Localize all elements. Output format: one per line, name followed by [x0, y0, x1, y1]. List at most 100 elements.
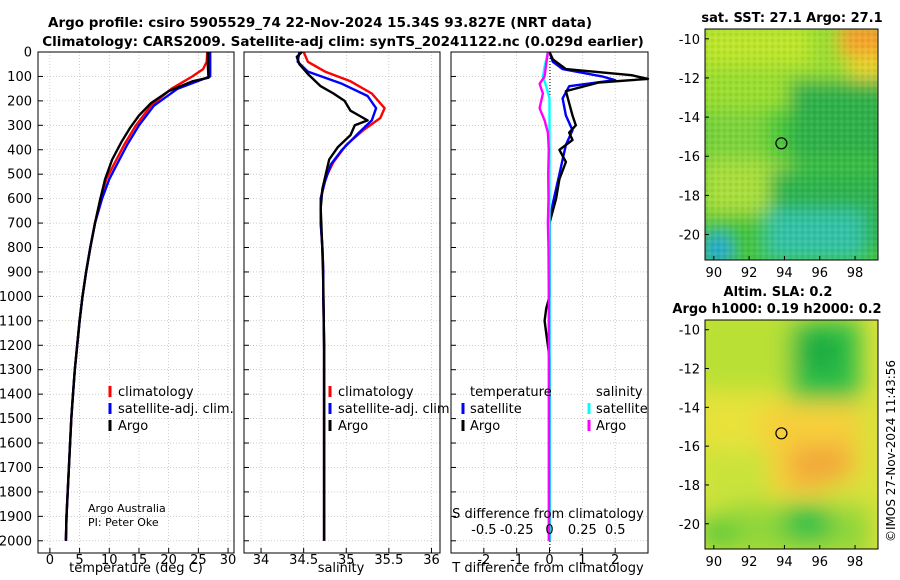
salinity-panel: 34 34.5 35 35.5 36 salinity climatology sate… [243, 51, 454, 576]
s-tick-label: 0 [545, 523, 553, 538]
map-y-tick-label: -10 [679, 324, 700, 339]
x-tick-label: 2 [611, 553, 619, 568]
depth-tick-label: 1500 [0, 412, 32, 427]
map-x-tick-label: 96 [811, 266, 828, 281]
legend-argo-label: Argo [338, 419, 368, 434]
map-y-tick-label: -10 [679, 33, 700, 48]
depth-tick-label: 200 [7, 94, 32, 109]
depth-tick-label: 1700 [0, 461, 32, 476]
difference-panel: -2 -1 0 1 2 -0.5 -0.25 0 0.25 0.5 S difference f… [450, 51, 650, 576]
s-tick-label: -0.5 [471, 523, 496, 538]
depth-tick-label: 0 [24, 46, 32, 61]
legend-satellite-label: satellite-adj. clim. [118, 402, 234, 417]
series-t-argo [543, 51, 650, 541]
x-tick-label: 10 [101, 553, 118, 568]
sla-map-axes: 90 92 94 96 98 -10 -12 -14 -16 -18 -20 [679, 324, 864, 570]
s-tick-label: 0.25 [568, 523, 597, 538]
t-difference-x-axis: -2 -1 0 1 2 [451, 51, 619, 568]
legend-argo-label: Argo [118, 419, 148, 434]
depth-tick-label: 1000 [0, 290, 32, 305]
depth-tick-label: 1200 [0, 339, 32, 354]
t-difference-xlabel: T difference from climatology [451, 561, 644, 576]
map-x-tick-label: 90 [706, 266, 723, 281]
map-x-tick-label: 98 [847, 555, 864, 570]
depth-tick-label: 1100 [0, 314, 32, 329]
x-tick-label: 34.5 [289, 553, 318, 568]
salinity-grid [244, 51, 440, 553]
s-difference-label: S difference from climatology [452, 507, 644, 522]
depth-tick-label: 1300 [0, 363, 32, 378]
temperature-xlabel: temperature (deg C) [69, 561, 203, 576]
x-tick-label: 0 [545, 553, 553, 568]
x-tick-label: 35.5 [374, 553, 403, 568]
s-difference-axis: -0.5 -0.25 0 0.25 0.5 [471, 523, 625, 538]
series-argo [64, 52, 210, 541]
temperature-grid [38, 51, 234, 553]
salinity-legend: climatology satellite-adj. clim. Argo [328, 385, 454, 434]
sla-map-image [705, 320, 878, 549]
sst-float-marker [775, 137, 788, 150]
x-tick-label: 36 [423, 553, 440, 568]
map-x-tick-label: 98 [847, 266, 864, 281]
x-tick-label: 15 [131, 553, 148, 568]
sla-float-marker [775, 427, 788, 440]
salinity-x-axis: 34 34.5 35 35.5 36 [244, 51, 440, 568]
x-tick-label: 20 [160, 553, 177, 568]
depth-tick-label: 600 [7, 192, 32, 207]
sla-map-title-line1: Altim. SLA: 0.2 [724, 285, 833, 300]
legend-satellite-label: satellite-adj. clim. [338, 402, 454, 417]
depth-tick-label: 700 [7, 217, 32, 232]
x-tick-label: 34 [253, 553, 270, 568]
difference-lines [538, 51, 650, 541]
map-y-tick-label: -18 [679, 189, 700, 204]
map-y-tick-label: -12 [679, 363, 700, 378]
temperature-x-axis: 0 5 10 15 20 25 30 [38, 51, 236, 568]
depth-tick-label: 300 [7, 119, 32, 134]
temperature-plot-area [38, 52, 234, 553]
credit-line2: PI: Peter Oke [88, 516, 159, 529]
figure-title-line2: Climatology: CARS2009. Satellite-adj cli… [42, 34, 644, 50]
x-tick-label: 1 [578, 553, 586, 568]
figure-title-line1: Argo profile: csiro 5905529_74 22-Nov-20… [48, 15, 592, 31]
temperature-frame [37, 51, 235, 554]
depth-tick-label: 100 [7, 70, 32, 85]
s-tick-label: 0.5 [605, 523, 626, 538]
sst-map-axes: 90 92 94 96 98 -10 -12 -14 -16 -18 -20 [679, 33, 864, 281]
credit-line1: Argo Australia [88, 502, 166, 515]
sst-map-frame [704, 28, 879, 261]
map-y-tick-label: -14 [679, 111, 700, 126]
depth-tick-label: 2000 [0, 534, 32, 549]
series-t-satellite [548, 51, 617, 541]
map-y-tick-label: -18 [679, 479, 700, 494]
legend-climatology-label: climatology [118, 385, 194, 400]
map-x-tick-label: 90 [706, 555, 723, 570]
sla-map-panel: Altim. SLA: 0.2 Argo h1000: 0.19 h2000: … [672, 285, 881, 570]
legend-s-argo-label: Argo [596, 419, 626, 434]
depth-tick-label: 1600 [0, 437, 32, 452]
x-tick-label: -2 [477, 553, 490, 568]
salinity-plot-area [244, 52, 440, 553]
map-x-tick-label: 92 [741, 555, 758, 570]
depth-tick-label: 400 [7, 143, 32, 158]
depth-tick-label: 500 [7, 168, 32, 183]
map-x-tick-label: 92 [741, 266, 758, 281]
timestamp: ©IMOS 27-Nov-2024 11:43:56 [884, 360, 898, 542]
difference-legend: temperature satellite Argo salinity sate… [461, 385, 648, 434]
depth-tick-label: 900 [7, 265, 32, 280]
map-y-tick-label: -14 [679, 401, 700, 416]
map-y-tick-label: -20 [679, 518, 700, 533]
series-argo [295, 51, 369, 541]
legend-salinity-title: salinity [596, 385, 643, 400]
salinity-xlabel: salinity [318, 561, 365, 576]
map-x-tick-label: 94 [776, 266, 793, 281]
depth-axis: 0 100 200 300 400 500 600 700 800 900 1000 1100 1200… [0, 46, 32, 550]
legend-t-satellite-label: satellite [470, 402, 522, 417]
legend-temperature-title: temperature [470, 385, 552, 400]
sst-map-panel: sat. SST: 27.1 Argo: 27.1 90 92 94 96 98 -10 -… [679, 11, 883, 281]
temperature-panel: 0100200300400500600700800900100011001200… [0, 46, 236, 577]
x-tick-label: 5 [75, 553, 83, 568]
depth-tick-label: 1800 [0, 485, 32, 500]
series-s-argo [538, 51, 550, 541]
x-tick-label: 25 [190, 553, 207, 568]
